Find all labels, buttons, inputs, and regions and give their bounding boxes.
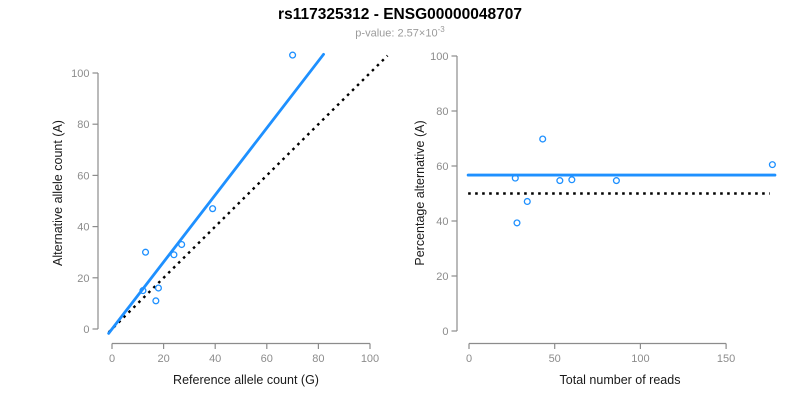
pvalue-exponent: -3 <box>437 25 445 34</box>
data-point <box>568 176 576 184</box>
y-tick-label: 60 <box>436 161 448 173</box>
y-tick-label: 100 <box>430 51 448 63</box>
y-tick-label: 0 <box>83 324 89 336</box>
y-tick-label: 0 <box>442 326 448 338</box>
data-point <box>178 240 186 249</box>
regression-line <box>107 52 325 335</box>
y-axis-title: Percentage alternative (A) <box>413 120 427 265</box>
x-axis-title: Total number of reads <box>560 373 681 387</box>
pvalue-base: 2.57×10 <box>397 27 438 40</box>
y-tick-label: 60 <box>77 170 89 182</box>
x-tick-label: 100 <box>631 353 649 365</box>
x-tick-label: 100 <box>361 353 379 365</box>
data-point <box>556 177 564 185</box>
y-tick-label: 20 <box>436 271 448 283</box>
identity-line <box>107 54 389 334</box>
data-point <box>768 161 776 169</box>
y-tick-label: 40 <box>436 216 448 228</box>
figure-title: rs117325312 - ENSG00000048707 <box>278 6 522 23</box>
x-tick-label: 40 <box>209 353 221 365</box>
x-tick-label: 60 <box>261 353 273 365</box>
data-point <box>513 219 521 227</box>
x-tick-label: 0 <box>466 353 472 365</box>
x-tick-label: 80 <box>312 353 324 365</box>
data-point <box>170 251 178 259</box>
data-point <box>523 197 531 206</box>
x-tick-label: 20 <box>157 353 169 365</box>
data-point <box>152 297 160 305</box>
right-plot: 0 50 100 150 Total number of reads 0 20 40 60 80 1… <box>413 51 777 387</box>
y-tick-label: 80 <box>436 106 448 118</box>
figure-subtitle: p-value: 2.57×10-3 <box>0 25 800 40</box>
x-axis-title: Reference allele count (G) <box>173 373 319 387</box>
y-tick-label: 80 <box>77 119 89 131</box>
data-point <box>511 174 519 182</box>
left-plot: 0 20 40 60 80 100 Reference allele count (G) 0 2… <box>51 51 389 387</box>
data-point <box>139 287 147 295</box>
data-point <box>539 135 547 143</box>
data-point <box>154 284 162 292</box>
x-tick-label: 150 <box>717 353 735 365</box>
data-point <box>141 248 150 256</box>
x-tick-label: 0 <box>109 353 115 365</box>
pvalue-label: p-value: <box>355 27 398 40</box>
data-point <box>612 177 620 185</box>
y-tick-label: 100 <box>71 68 89 80</box>
y-tick-label: 20 <box>77 273 89 285</box>
y-tick-label: 40 <box>77 222 89 234</box>
x-tick-label: 50 <box>549 353 561 365</box>
data-point <box>209 205 217 213</box>
data-point <box>289 51 297 59</box>
y-axis-title: Alternative allele count (A) <box>51 120 65 266</box>
